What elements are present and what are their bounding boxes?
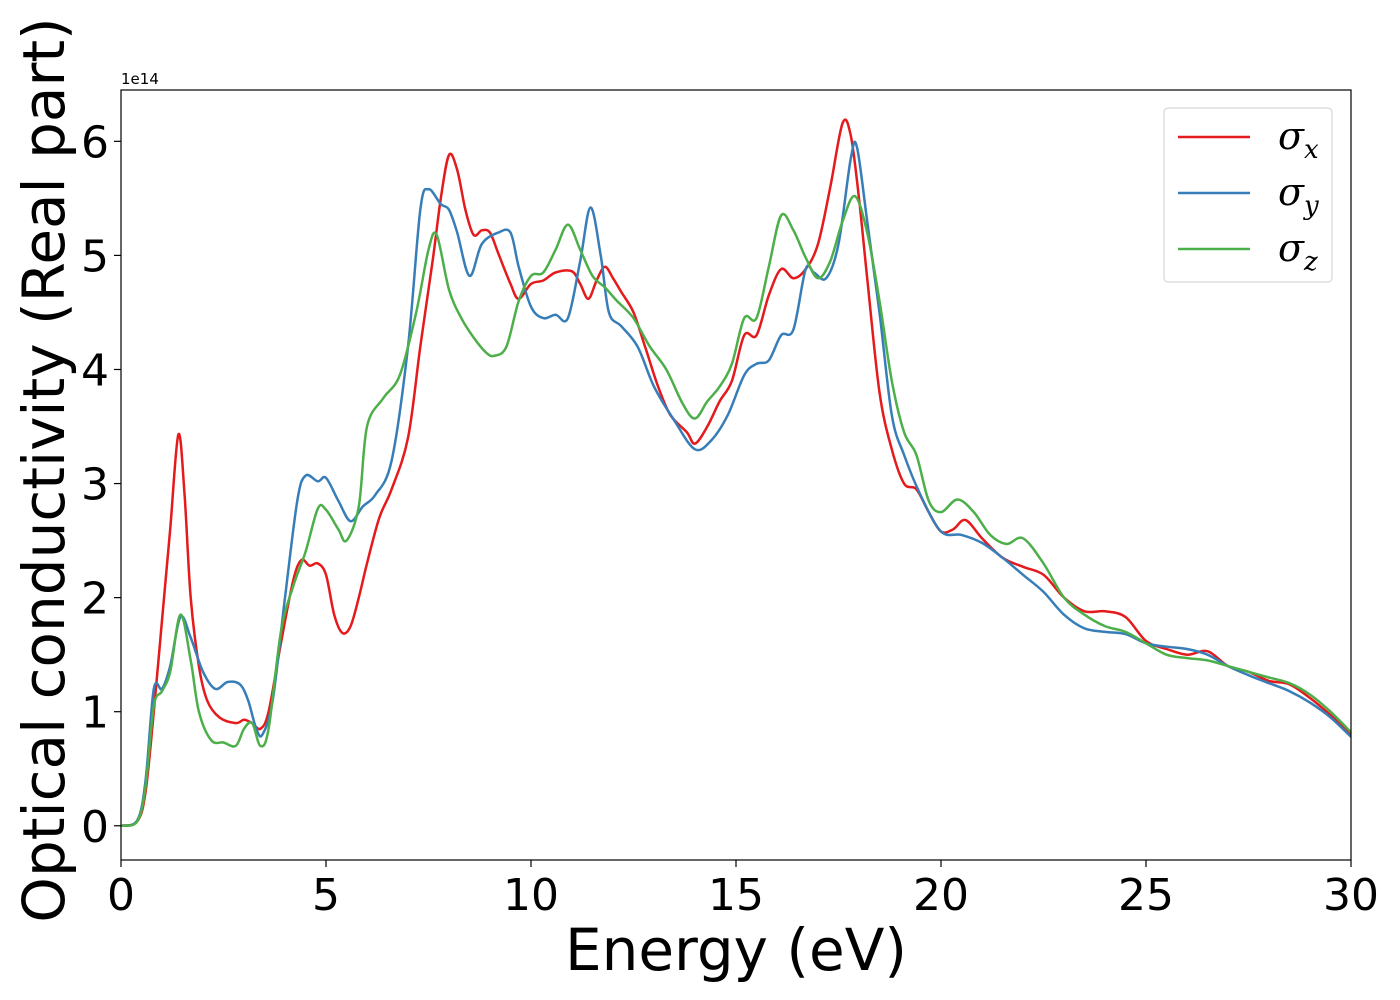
y-tick-label: 4: [81, 345, 109, 396]
y-axis: 0 1 2 3 4 5 6: [81, 117, 121, 853]
y-tick-label: 5: [81, 231, 109, 282]
y-tick-label: 1: [81, 688, 109, 739]
x-axis: 0 5 10 15 20 25 30: [107, 860, 1379, 921]
x-tick-label: 0: [107, 870, 135, 921]
x-axis-label: Energy (eV): [565, 916, 907, 984]
legend-box: [1163, 107, 1333, 283]
legend-label: σx: [1278, 114, 1319, 165]
y-tick-label: 0: [81, 802, 109, 853]
y-multiplier-label: 1e14: [121, 70, 159, 88]
legend-label: σz: [1278, 226, 1318, 277]
legend-entry-x: σx: [1178, 114, 1319, 165]
legend-entry-y: σy: [1178, 170, 1319, 221]
x-tick-label: 30: [1323, 870, 1379, 921]
series-line-z: [121, 194, 1351, 828]
legend-label: σy: [1278, 170, 1319, 221]
x-tick-label: 10: [503, 870, 559, 921]
x-tick-label: 20: [913, 870, 969, 921]
y-tick-label: 2: [81, 574, 109, 625]
x-tick-label: 15: [708, 870, 764, 921]
legend-entry-z: σz: [1178, 226, 1318, 277]
y-axis-label: Optical conductivity (Real part): [10, 17, 78, 922]
y-tick-label: 3: [81, 460, 109, 511]
x-tick-label: 5: [312, 870, 340, 921]
y-tick-label: 6: [81, 117, 109, 168]
series-layer: [121, 118, 1351, 828]
x-tick-label: 25: [1118, 870, 1174, 921]
